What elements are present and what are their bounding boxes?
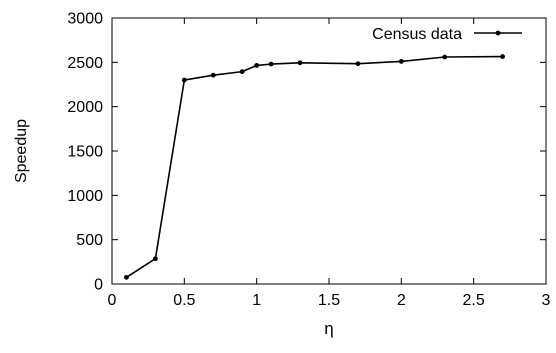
- y-tick-label: 3000: [67, 11, 103, 28]
- series-line: [126, 55, 503, 279]
- x-tick-label: 1.5: [318, 292, 340, 309]
- y-axis-label: Speedup: [13, 119, 30, 183]
- x-tick-label: 3: [542, 292, 551, 309]
- data-point: [124, 274, 129, 280]
- data-point: [398, 59, 404, 64]
- data-point: [268, 61, 274, 67]
- y-tick-label: 500: [76, 232, 103, 249]
- data-point: [239, 69, 245, 75]
- legend-marker: [495, 30, 501, 36]
- data-point: [153, 256, 158, 262]
- data-point: [254, 63, 260, 68]
- x-tick-label: 2: [397, 292, 406, 309]
- y-tick-label: 1500: [67, 144, 103, 161]
- data-point: [181, 77, 187, 83]
- x-tick-label: 2.5: [463, 292, 485, 309]
- data-point: [355, 61, 361, 67]
- y-tick-label: 2000: [67, 99, 103, 116]
- x-tick-label: 0: [108, 292, 117, 309]
- y-tick-label: 2500: [67, 55, 103, 72]
- data-point: [500, 54, 505, 59]
- data-point: [442, 54, 448, 60]
- y-tick-label: 0: [94, 277, 103, 294]
- plot-frame: [111, 17, 547, 285]
- axis-ticks: 0 500 1000 1500 2000 2500 3000 0 0.5 1 1.5 2 2.5 3: [67, 11, 550, 310]
- data-point: [297, 60, 303, 66]
- x-tick-label: 0.5: [173, 292, 195, 309]
- series-layer: [124, 54, 505, 280]
- y-tick-label: 1000: [67, 188, 103, 205]
- legend: Census data: [372, 26, 522, 43]
- x-tick-label: 1: [252, 292, 261, 309]
- data-point: [210, 72, 216, 78]
- x-axis-label: η: [324, 319, 333, 338]
- legend-label: Census data: [372, 26, 462, 43]
